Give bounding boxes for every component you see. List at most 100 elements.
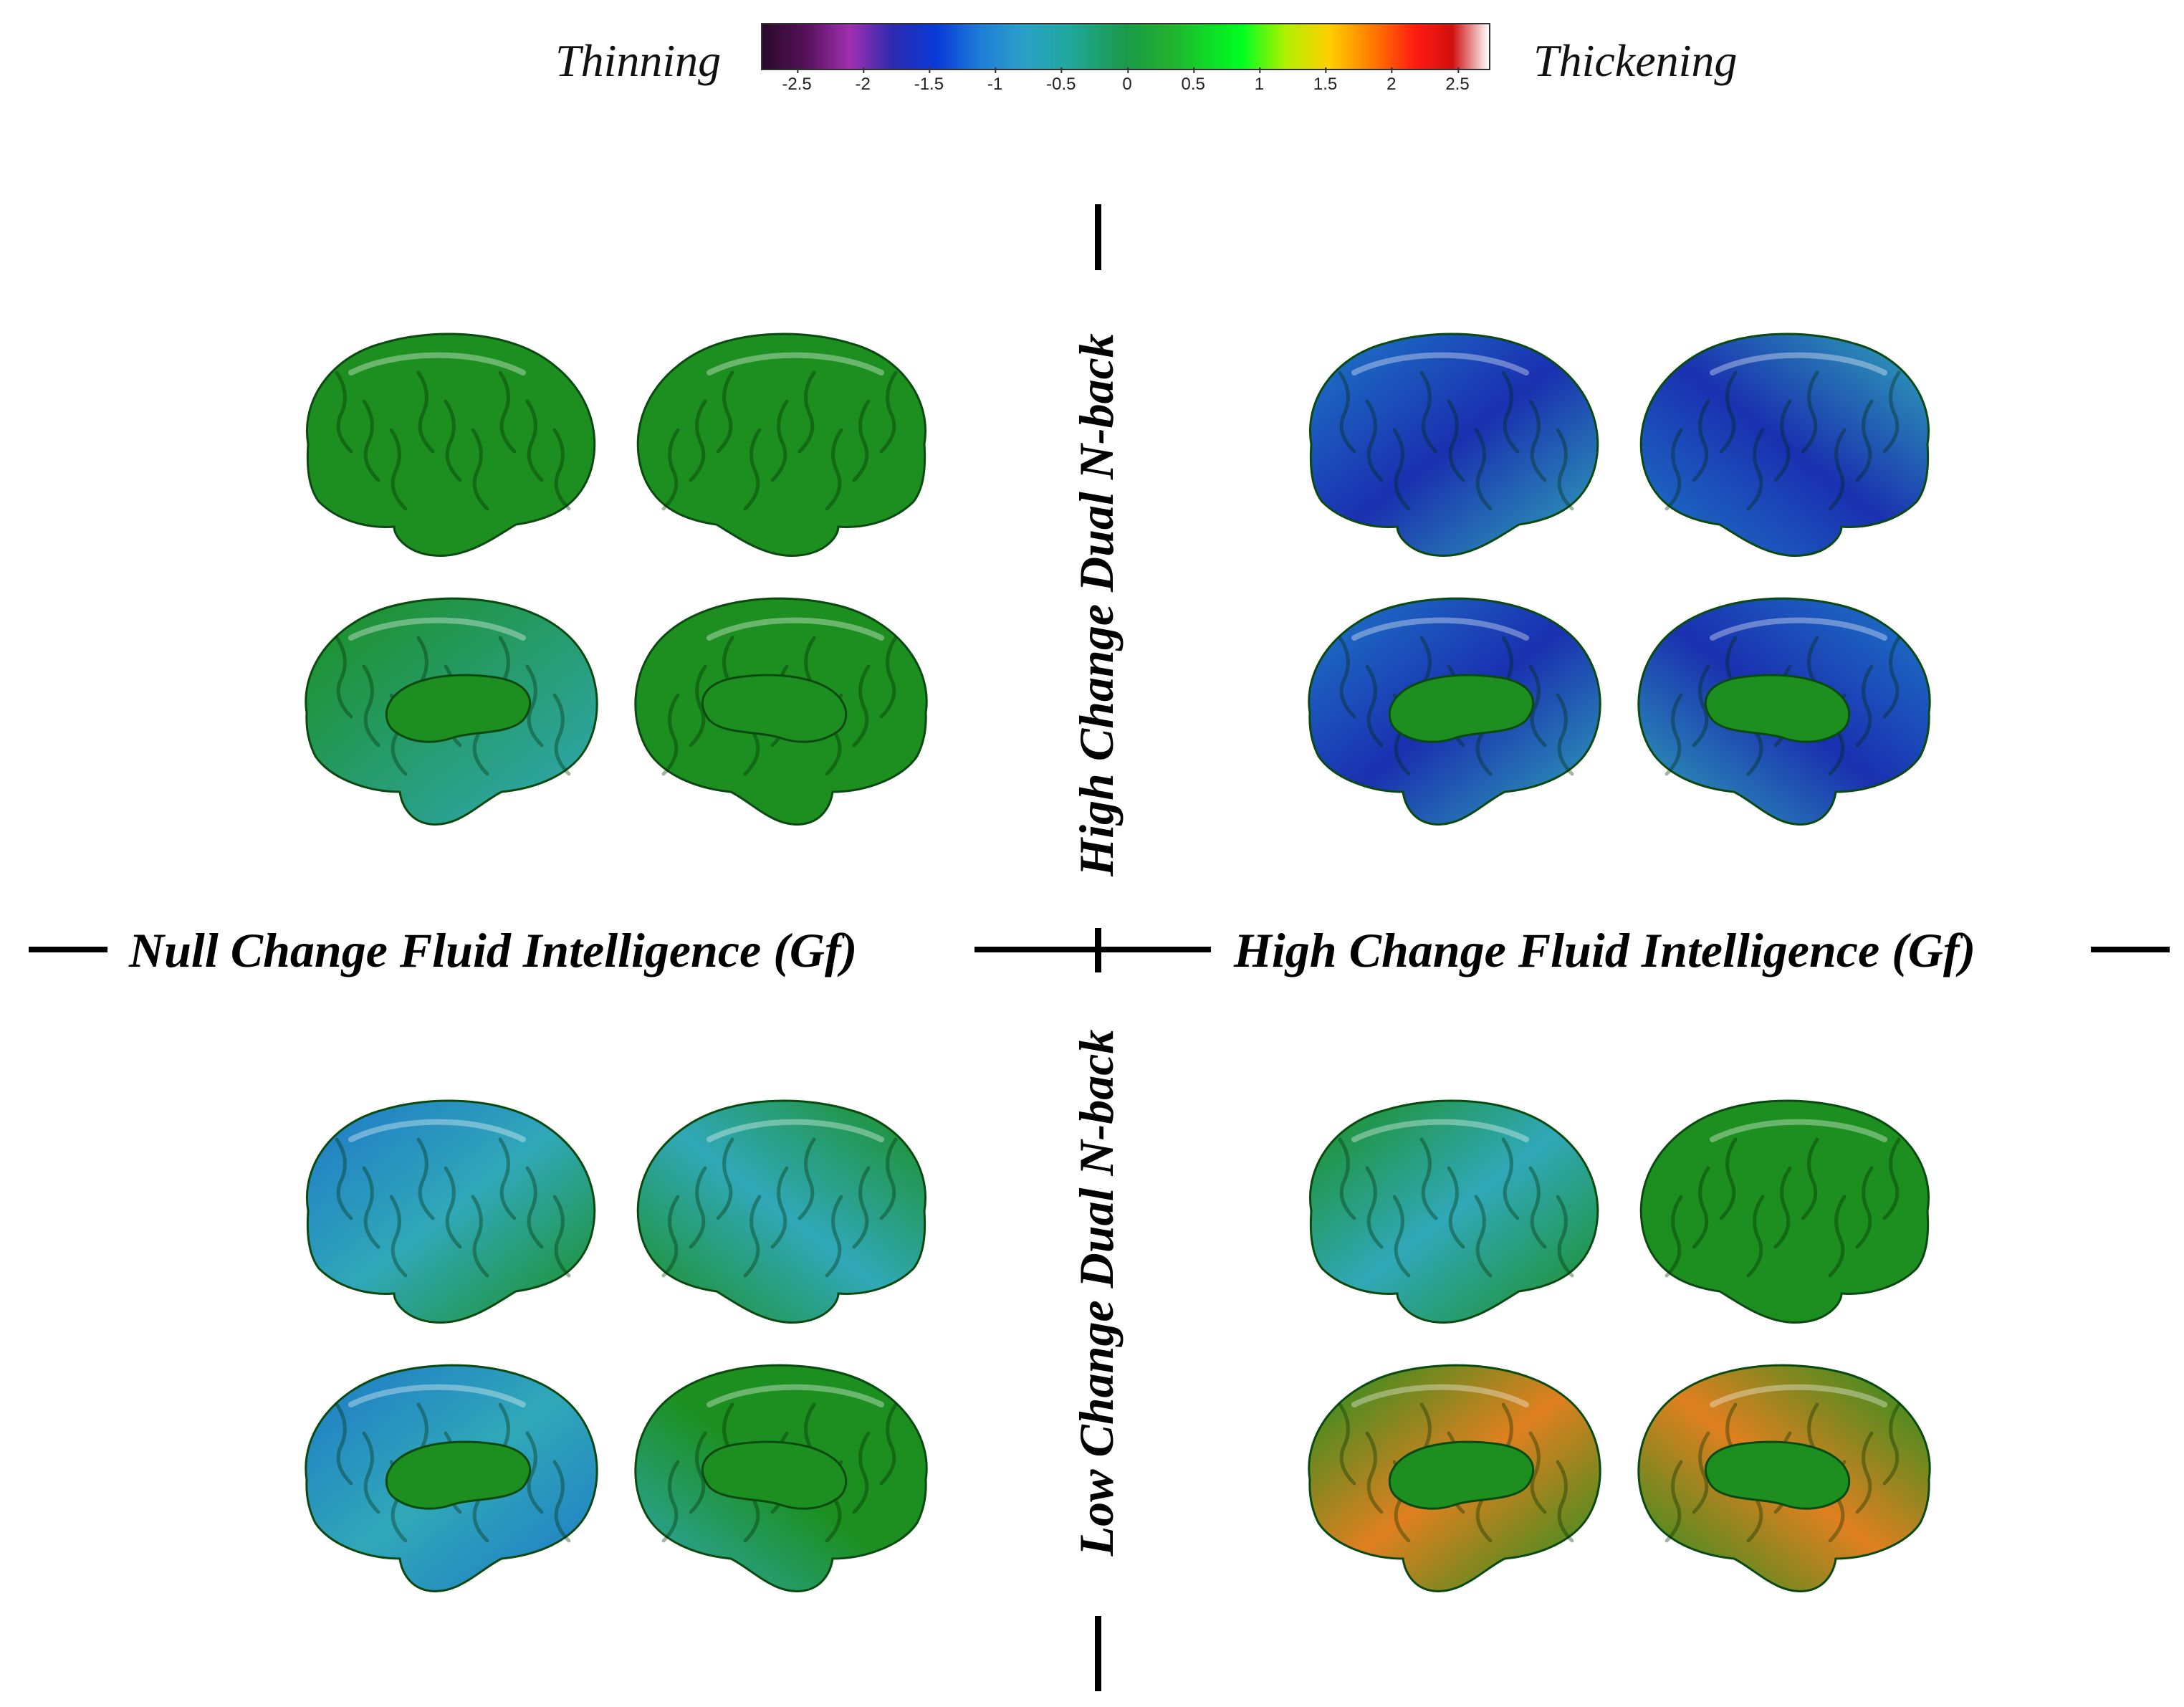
colorbar-tick: 0 xyxy=(1122,67,1132,94)
brain-hemisphere xyxy=(1637,597,1931,826)
surface-highlight xyxy=(1351,617,1529,641)
left-axis-label: Null Change Fluid Intelligence (Gf) xyxy=(129,923,858,977)
sulcus xyxy=(389,1195,408,1278)
sulcus xyxy=(825,428,843,511)
sulcus xyxy=(1692,664,1710,747)
sulcus xyxy=(362,1431,380,1514)
panel-null-gf-low-nback xyxy=(305,1099,928,1592)
surface-highlight xyxy=(348,617,526,641)
sulcus xyxy=(1365,399,1384,482)
colorbar-tick: -1.5 xyxy=(914,67,944,94)
cortex-surface xyxy=(306,1099,596,1324)
sulcus xyxy=(879,1402,898,1486)
sulcus xyxy=(362,1166,380,1249)
bottom-axis-label: Low Change Dual N-back xyxy=(1069,1029,1124,1557)
cortex-surface xyxy=(1309,1099,1599,1324)
sulcus xyxy=(1365,1166,1384,1249)
sulcus xyxy=(770,1166,789,1249)
sulcus xyxy=(743,1195,762,1278)
brain-hemisphere xyxy=(1308,597,1601,826)
sulcus xyxy=(716,370,734,454)
sulcus xyxy=(1556,428,1574,511)
sulcus xyxy=(661,1460,680,1543)
sulcus xyxy=(770,399,789,482)
vertical-rule-bottom xyxy=(1095,1616,1101,1691)
sulcus xyxy=(825,1195,843,1278)
sulcus xyxy=(552,428,571,511)
corpus-callosum xyxy=(1705,674,1851,743)
sulcus xyxy=(798,1137,816,1220)
sulcus xyxy=(661,428,680,511)
sulcus xyxy=(1692,399,1710,482)
brain-hemisphere xyxy=(634,1364,928,1592)
colorbar-tick: 2 xyxy=(1386,67,1397,94)
sulcus xyxy=(1828,1195,1847,1278)
sulcus xyxy=(879,1137,898,1220)
corpus-callosum xyxy=(1388,674,1534,743)
sulcus xyxy=(1719,370,1738,454)
sulcus xyxy=(1556,1460,1574,1543)
right-axis-label: High Change Fluid Intelligence (Gf) xyxy=(1234,923,1976,977)
brain-hemisphere xyxy=(305,1364,598,1592)
cortex-surface xyxy=(1639,1099,1930,1324)
surface-highlight xyxy=(348,1384,526,1407)
sulcus xyxy=(1392,428,1411,511)
sulcus xyxy=(1528,399,1547,482)
brain-hemisphere xyxy=(306,333,596,558)
sulcus xyxy=(416,370,435,454)
panel-high-gf-low-nback xyxy=(1308,1099,1931,1592)
sulcus xyxy=(1501,1137,1520,1220)
corpus-callosum xyxy=(701,674,848,743)
sulcus xyxy=(1501,370,1520,454)
thinning-label: Thinning xyxy=(555,35,722,86)
sulcus xyxy=(661,1195,680,1278)
cortex-surface xyxy=(1639,333,1930,558)
surface-highlight xyxy=(1710,352,1887,376)
sulcus xyxy=(1855,1431,1874,1514)
colorbar-tick: 0.5 xyxy=(1181,67,1205,94)
thickening-label: Thickening xyxy=(1533,35,1738,86)
brain-hemisphere xyxy=(305,597,598,826)
sulcus xyxy=(1528,1166,1547,1249)
sulcus xyxy=(1665,428,1683,511)
sulcus xyxy=(525,1166,544,1249)
surface-highlight xyxy=(707,1384,884,1407)
cortex-surface xyxy=(1309,333,1599,558)
horizontal-rule-center xyxy=(974,947,1211,952)
sulcus xyxy=(1528,664,1547,747)
sulcus xyxy=(471,428,489,511)
sulcus xyxy=(1419,1137,1438,1220)
sulcus xyxy=(852,1431,871,1514)
colorbar-tick: -0.5 xyxy=(1046,67,1076,94)
cortex-surface xyxy=(636,1099,926,1324)
top-axis-label: High Change Dual N-back xyxy=(1069,333,1124,876)
colorbar-tick: 1.5 xyxy=(1313,67,1338,94)
brain-hemisphere xyxy=(306,1099,596,1324)
sulcus xyxy=(879,636,898,719)
sulcus xyxy=(1882,636,1901,719)
sulcus xyxy=(1447,1166,1465,1249)
surface-highlight xyxy=(1710,1119,1887,1142)
sulcus xyxy=(444,399,462,482)
sulcus xyxy=(852,399,871,482)
colorbar xyxy=(761,23,1490,70)
cortex-surface xyxy=(636,333,926,558)
sulcus xyxy=(1719,1137,1738,1220)
sulcus xyxy=(471,1195,489,1278)
sulcus xyxy=(1665,1195,1683,1278)
surface-highlight xyxy=(707,617,884,641)
sulcus xyxy=(498,370,517,454)
colorbar-tick: 2.5 xyxy=(1445,67,1470,94)
sulcus xyxy=(362,399,380,482)
panel-high-gf-high-nback xyxy=(1308,333,1931,826)
sulcus xyxy=(1882,1137,1901,1220)
sulcus xyxy=(552,1195,571,1278)
sulcus xyxy=(1665,1460,1683,1543)
sulcus xyxy=(525,1431,544,1514)
brain-hemisphere xyxy=(634,597,928,826)
sulcus xyxy=(1528,1431,1547,1514)
sulcus xyxy=(1556,1195,1574,1278)
brain-hemisphere xyxy=(1309,333,1599,558)
surface-highlight xyxy=(1710,617,1887,641)
sulcus xyxy=(1365,664,1384,747)
